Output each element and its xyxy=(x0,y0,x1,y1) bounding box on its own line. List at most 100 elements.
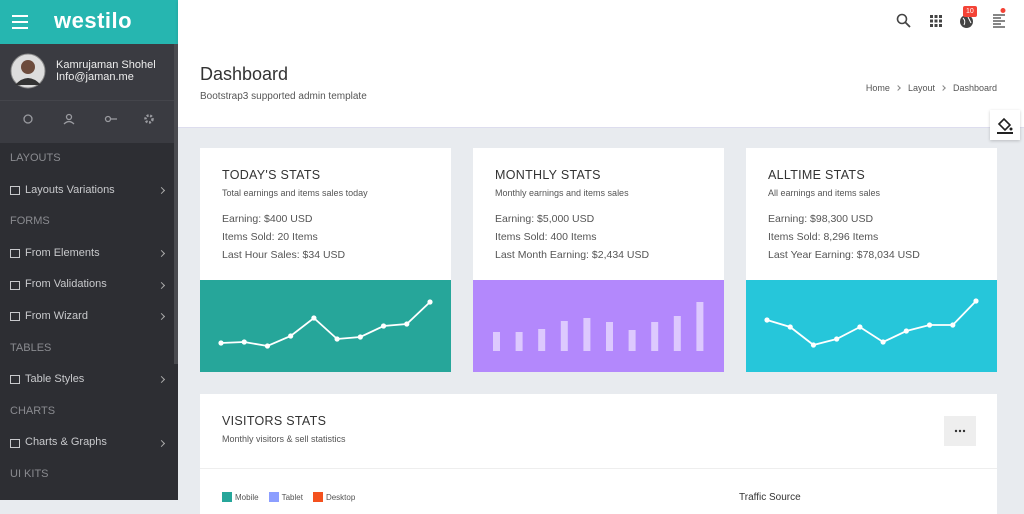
card-subtitle: Total earnings and items sales today xyxy=(222,188,368,198)
sparkline xyxy=(473,280,724,372)
nav-item[interactable]: From Wizard xyxy=(0,301,178,333)
card-title: ALLTIME STATS xyxy=(768,168,865,182)
nav-label: Layouts Variations xyxy=(25,183,115,196)
legend-item: Tablet xyxy=(268,492,303,502)
point xyxy=(218,340,224,346)
nav-item[interactable]: Table Styles xyxy=(0,364,178,396)
section-title: TABLES xyxy=(10,341,52,354)
point xyxy=(787,324,793,330)
traffic-title: Traffic Source xyxy=(739,492,801,503)
logo[interactable]: westilo xyxy=(54,8,133,33)
point xyxy=(380,323,387,329)
point xyxy=(264,343,271,349)
more-button[interactable] xyxy=(944,416,976,446)
legend: Mobile Tablet Desktop xyxy=(222,492,355,502)
page-header: Dashboard Bootstrap3 supported admin tem… xyxy=(178,44,1024,128)
user-actions xyxy=(0,100,178,143)
nav-icon xyxy=(10,438,20,448)
user-name: Kamrujaman Shohel xyxy=(56,59,156,71)
scrollbar xyxy=(174,44,178,364)
sparkline xyxy=(746,280,997,372)
legend-swatch xyxy=(222,492,232,502)
nav-item[interactable]: From Elements xyxy=(0,238,178,270)
point xyxy=(810,342,817,348)
nav-icon xyxy=(10,249,20,259)
stats-card: MONTHLY STATS Monthly earnings and items … xyxy=(473,148,724,372)
nav-item[interactable]: Charts & Graphs xyxy=(0,427,178,459)
nav-icon xyxy=(10,375,20,385)
point xyxy=(950,322,956,328)
brand-bar: westilo xyxy=(0,0,178,44)
crumb: Dashboard xyxy=(953,83,997,93)
card-subtitle: Monthly visitors & sell statistics xyxy=(222,434,346,444)
top-bar: 10 xyxy=(178,0,1024,44)
apps-icon[interactable] xyxy=(930,15,942,27)
point xyxy=(288,333,294,339)
legend-item: Desktop xyxy=(312,492,355,502)
bar xyxy=(673,316,681,351)
divider xyxy=(200,468,997,469)
bar xyxy=(560,321,568,351)
crumb: Home xyxy=(866,83,908,93)
menu-toggle[interactable] xyxy=(12,15,28,29)
stat-line: Items Sold: 8,296 Items xyxy=(768,231,879,243)
crumb-separator xyxy=(895,85,901,91)
avatar[interactable] xyxy=(10,53,46,89)
legend-swatch xyxy=(268,492,279,502)
point xyxy=(427,299,433,305)
user-email: Info@jaman.me xyxy=(56,71,134,83)
point xyxy=(903,328,909,334)
action-icons[interactable] xyxy=(22,113,162,125)
point xyxy=(357,334,363,340)
notification-badge: 10 xyxy=(963,6,977,17)
section-title: FORMS xyxy=(10,215,50,228)
theme-button[interactable] xyxy=(990,110,1020,140)
stat-line: Items Sold: 400 Items xyxy=(495,231,597,243)
dots-icon xyxy=(954,429,966,433)
bar xyxy=(606,322,613,351)
crumb-label: Layout xyxy=(907,83,935,93)
chart-background xyxy=(473,280,724,372)
bar xyxy=(493,332,500,351)
card-subtitle: All earnings and items sales xyxy=(768,188,881,198)
bar xyxy=(583,318,591,351)
stats-card: ALLTIME STATS All earnings and items sale… xyxy=(746,148,997,372)
stat-line: Items Sold: 20 Items xyxy=(222,231,318,243)
nav-label: Charts & Graphs xyxy=(25,436,107,449)
point xyxy=(973,298,979,304)
list-icon[interactable] xyxy=(992,8,1006,30)
nav-item[interactable]: From Validations xyxy=(0,269,178,301)
stat-line: Last Hour Sales: $34 USD xyxy=(222,249,346,261)
stats-card: TODAY'S STATS Total earnings and items sa… xyxy=(200,148,451,372)
crumb-label: Home xyxy=(865,83,890,93)
chart-background xyxy=(746,280,997,372)
point xyxy=(311,315,317,321)
card-title: TODAY'S STATS xyxy=(222,168,321,182)
legend-label: Tablet xyxy=(281,492,303,502)
stat-line: Last Year Earning: $78,034 USD xyxy=(768,249,920,261)
card-subtitle: Monthly earnings and items sales xyxy=(495,188,629,198)
point xyxy=(404,321,410,327)
search-icon[interactable] xyxy=(896,13,912,29)
user-panel: Kamrujaman Shohel Info@jaman.me xyxy=(0,44,178,100)
nav-label: From Elements xyxy=(25,246,100,259)
legend-swatch xyxy=(312,492,323,502)
nav-icon xyxy=(10,280,20,290)
card-title: MONTHLY STATS xyxy=(495,168,601,182)
nav-item[interactable]: Layouts Variations xyxy=(0,175,178,207)
nav-label: From Wizard xyxy=(25,309,88,322)
breadcrumb: Home Layout Dashboard xyxy=(866,78,997,96)
point xyxy=(334,336,340,342)
section-title: CHARTS xyxy=(10,404,56,417)
crumb: Layout xyxy=(908,83,953,93)
bar xyxy=(696,302,704,351)
point xyxy=(764,317,770,323)
chart-background xyxy=(200,280,451,372)
legend-label: Mobile xyxy=(235,492,259,502)
point xyxy=(880,339,886,345)
section-title: UI KITS xyxy=(10,467,49,480)
trend-line xyxy=(220,301,431,347)
point xyxy=(834,336,840,342)
globe-icon[interactable] xyxy=(959,14,974,29)
stat-line: Earning: $400 USD xyxy=(222,213,313,225)
